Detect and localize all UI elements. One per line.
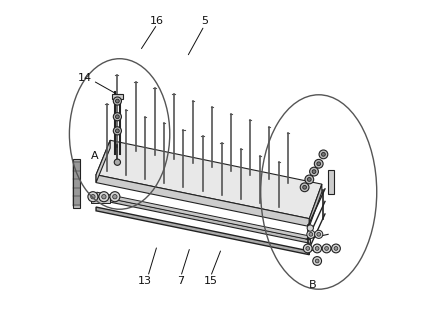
Circle shape <box>334 247 338 250</box>
Circle shape <box>307 225 313 231</box>
Circle shape <box>88 192 98 202</box>
Circle shape <box>110 192 120 202</box>
Circle shape <box>303 186 307 189</box>
Text: 5: 5 <box>201 16 208 26</box>
Circle shape <box>312 170 316 174</box>
Circle shape <box>113 127 121 135</box>
Polygon shape <box>96 140 322 219</box>
Polygon shape <box>309 184 322 226</box>
Circle shape <box>319 150 328 159</box>
Polygon shape <box>96 140 110 183</box>
Text: 13: 13 <box>138 276 152 286</box>
Circle shape <box>325 247 328 250</box>
Circle shape <box>313 244 322 253</box>
Circle shape <box>99 192 109 202</box>
Circle shape <box>307 230 315 238</box>
Circle shape <box>306 247 310 250</box>
Circle shape <box>317 232 321 236</box>
Circle shape <box>315 247 319 250</box>
Circle shape <box>307 178 311 181</box>
Circle shape <box>116 99 119 103</box>
Circle shape <box>322 244 331 253</box>
Circle shape <box>317 162 321 166</box>
Polygon shape <box>96 207 309 255</box>
Circle shape <box>114 159 120 165</box>
Circle shape <box>315 230 323 238</box>
Circle shape <box>91 194 95 199</box>
Polygon shape <box>97 196 311 243</box>
Circle shape <box>116 115 119 119</box>
Polygon shape <box>97 192 310 240</box>
Circle shape <box>309 232 313 236</box>
Bar <box>73 159 80 208</box>
Circle shape <box>113 113 121 121</box>
Circle shape <box>305 175 314 184</box>
Text: 14: 14 <box>78 72 92 83</box>
Circle shape <box>331 244 340 253</box>
Polygon shape <box>96 175 309 226</box>
Circle shape <box>300 183 309 192</box>
Bar <box>113 94 123 100</box>
Circle shape <box>116 129 119 133</box>
Circle shape <box>310 167 319 176</box>
Bar <box>328 170 334 193</box>
Circle shape <box>113 97 121 105</box>
Circle shape <box>303 244 312 253</box>
Text: B: B <box>309 279 316 289</box>
Circle shape <box>322 152 325 156</box>
Bar <box>91 197 110 203</box>
Text: A: A <box>91 151 98 161</box>
Circle shape <box>102 194 106 199</box>
Circle shape <box>315 159 323 168</box>
Text: 16: 16 <box>150 16 164 26</box>
Circle shape <box>315 259 319 263</box>
Circle shape <box>313 257 322 265</box>
Text: 15: 15 <box>203 276 218 286</box>
Circle shape <box>113 194 117 199</box>
Text: 7: 7 <box>177 276 184 286</box>
